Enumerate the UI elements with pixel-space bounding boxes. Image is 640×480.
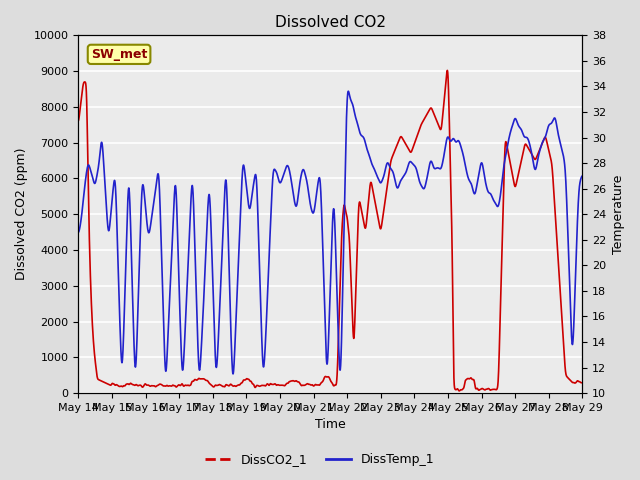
Y-axis label: Temperature: Temperature: [612, 175, 625, 254]
Y-axis label: Dissolved CO2 (ppm): Dissolved CO2 (ppm): [15, 148, 28, 280]
Text: SW_met: SW_met: [91, 48, 147, 61]
X-axis label: Time: Time: [315, 419, 346, 432]
Legend: DissCO2_1, DissTemp_1: DissCO2_1, DissTemp_1: [200, 448, 440, 471]
Title: Dissolved CO2: Dissolved CO2: [275, 15, 386, 30]
